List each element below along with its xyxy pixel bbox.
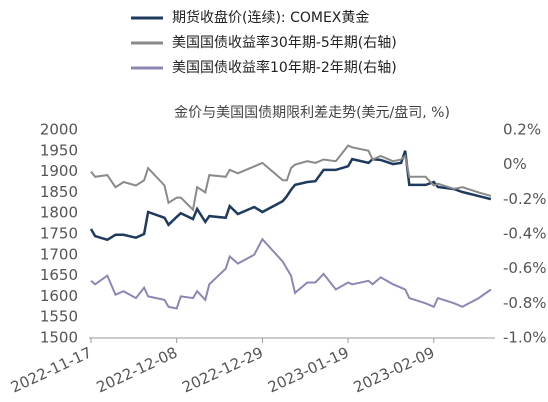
y-tick-label: 2000	[40, 121, 78, 139]
y-tick-label: 1700	[40, 245, 78, 263]
legend-label: 美国国债收益率30年期-5年期(右轴)	[172, 34, 397, 51]
x-tick-label: 2022-11-17	[8, 343, 95, 396]
x-tick-label: 2022-12-29	[179, 343, 266, 396]
y2-tick-label: -0.4%	[503, 225, 547, 243]
series-line	[90, 237, 492, 310]
y2-tick-label: -0.6%	[503, 259, 547, 277]
y2-tick-label: 0%	[503, 155, 527, 173]
y-tick-label: 1600	[40, 287, 78, 305]
y-tick-label: 1900	[40, 162, 78, 180]
x-tick-label: 2023-01-19	[265, 343, 352, 396]
x-tick-label: 2022-12-08	[94, 343, 181, 396]
y2-tick-label: -0.8%	[503, 294, 547, 312]
y-tick-label: 1650	[40, 266, 78, 284]
y2-tick-label: -0.2%	[503, 190, 547, 208]
legend-label: 美国国债收益率10年期-2年期(右轴)	[172, 59, 397, 76]
y2-tick-label: 0.2%	[503, 121, 541, 139]
chart-title: 金价与美国国债期限利差走势(美元/盘司, %)	[174, 104, 450, 121]
y-tick-label: 1750	[40, 225, 78, 243]
y-tick-label: 1500	[40, 329, 78, 347]
legend-label: 期货收盘价(连续): COMEX黄金	[172, 9, 369, 26]
series-line	[89, 150, 492, 242]
series-line	[90, 144, 492, 212]
y-tick-label: 1950	[40, 141, 78, 159]
y2-tick-label: -1.0%	[503, 329, 547, 347]
y-tick-label: 1850	[40, 183, 78, 201]
x-tick-label: 2023-02-09	[351, 343, 438, 396]
y-tick-label: 1550	[40, 308, 78, 326]
y-tick-label: 1800	[40, 204, 78, 222]
